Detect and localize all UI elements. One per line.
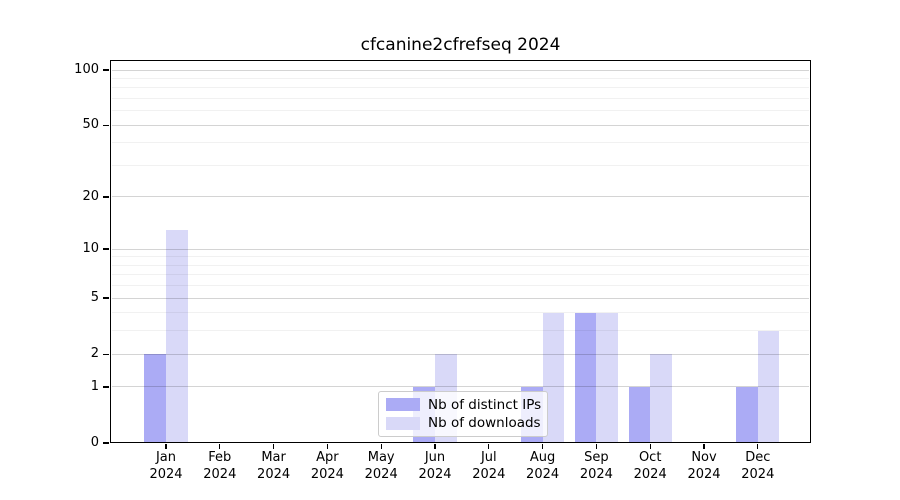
x-tick-label-year: 2024: [418, 466, 452, 482]
y-tick-mark: [103, 353, 109, 355]
bar-distinct-ips-sep: [574, 312, 597, 442]
y-tick-label: 5: [90, 290, 99, 306]
x-tick-mark: [326, 443, 329, 449]
x-tick-mark: [649, 443, 651, 449]
gridline-major: [112, 248, 809, 250]
gridline-minor: [112, 77, 809, 79]
x-tick-label-year: 2024: [310, 466, 344, 482]
gridline-major: [112, 353, 809, 355]
bar-distinct-ips-dec: [736, 386, 758, 442]
gridline-major: [112, 297, 809, 299]
x-tick-label-year: 2024: [633, 466, 667, 482]
x-tick-mark: [272, 443, 275, 449]
y-tick-mark: [103, 69, 109, 71]
gridline-minor: [112, 264, 809, 266]
x-tick-mark: [488, 443, 490, 449]
gridline-major: [112, 69, 809, 71]
x-tick-label-month: Nov: [691, 450, 717, 465]
x-tick-label-year: 2024: [149, 466, 183, 482]
gridline-major: [112, 124, 809, 126]
gridline-minor: [112, 330, 809, 332]
x-tick-label-month: Aug: [529, 450, 556, 465]
x-tick-label-month: Jan: [155, 450, 177, 465]
y-tick-label: 100: [74, 62, 99, 77]
gridline-minor: [112, 97, 809, 99]
gridline-minor: [112, 274, 809, 276]
y-tick-label: 1: [90, 378, 99, 394]
legend-swatch-distinct-ips: [386, 398, 420, 412]
x-tick-label-month: Mar: [261, 450, 286, 465]
x-tick-label-month: Jun: [424, 450, 446, 465]
bar-downloads-jan: [166, 229, 188, 442]
x-tick-label-month: Oct: [638, 450, 662, 465]
gridline-major: [112, 386, 809, 388]
legend-item-distinct-ips: Nb of distinct IPs: [386, 396, 542, 413]
gridline-major: [112, 196, 809, 198]
legend-item-downloads: Nb of downloads: [386, 415, 541, 432]
x-tick-label-year: 2024: [257, 466, 291, 482]
gridline-minor: [112, 256, 809, 258]
x-tick-mark: [434, 443, 436, 449]
x-tick-mark: [757, 443, 759, 449]
x-tick-label-month: Sep: [584, 450, 609, 465]
x-tick-mark: [541, 443, 544, 449]
x-tick-label-year: 2024: [364, 466, 398, 482]
x-tick-label-year: 2024: [203, 466, 237, 482]
legend-swatch-downloads: [386, 416, 420, 430]
gridline-minor: [112, 312, 809, 314]
x-tick-mark: [219, 443, 221, 449]
y-tick-mark: [103, 196, 109, 198]
y-tick-label: 10: [82, 241, 99, 257]
x-tick-mark: [703, 443, 705, 449]
y-tick-label: 50: [82, 117, 99, 133]
x-tick-label-month: Dec: [745, 450, 771, 465]
y-tick-label: 0: [90, 435, 99, 450]
bar-downloads-oct: [650, 354, 672, 442]
gridline-minor: [112, 87, 809, 89]
legend-label-distinct-ips: Nb of distinct IPs: [428, 396, 542, 413]
x-tick-label-year: 2024: [526, 466, 560, 482]
x-tick-label-month: May: [367, 450, 395, 465]
x-tick-label-month: Feb: [208, 450, 232, 465]
x-tick-label-year: 2024: [741, 466, 775, 482]
x-tick-label-month: Jul: [480, 450, 497, 465]
y-tick-label: 2: [90, 346, 99, 362]
gridline-minor: [112, 110, 809, 112]
x-tick-label-year: 2024: [579, 466, 613, 482]
y-tick-label: 20: [82, 188, 99, 204]
y-tick-mark: [103, 248, 109, 250]
y-tick-mark: [103, 386, 109, 388]
x-tick-mark: [595, 443, 598, 449]
chart-title: cfcanine2cfrefseq 2024: [360, 35, 561, 55]
y-tick-mark: [103, 442, 109, 444]
bar-distinct-ips-jan: [144, 354, 166, 442]
gridline-minor: [112, 164, 809, 166]
bar-downloads-sep: [596, 312, 618, 442]
x-tick-mark: [380, 443, 382, 449]
y-tick-mark: [103, 124, 109, 126]
x-tick-label-month: Apr: [316, 450, 339, 465]
legend: Nb of distinct IPs Nb of downloads: [378, 391, 548, 437]
y-tick-mark: [103, 297, 109, 299]
x-tick-mark: [165, 443, 167, 449]
plot-area: [110, 60, 811, 443]
legend-label-downloads: Nb of downloads: [428, 415, 541, 432]
bar-downloads-dec: [757, 330, 780, 442]
gridline-minor: [112, 285, 809, 287]
x-tick-label-year: 2024: [687, 466, 721, 482]
bar-distinct-ips-oct: [628, 386, 651, 442]
gridline-minor: [112, 142, 809, 144]
x-tick-label-year: 2024: [472, 466, 506, 482]
